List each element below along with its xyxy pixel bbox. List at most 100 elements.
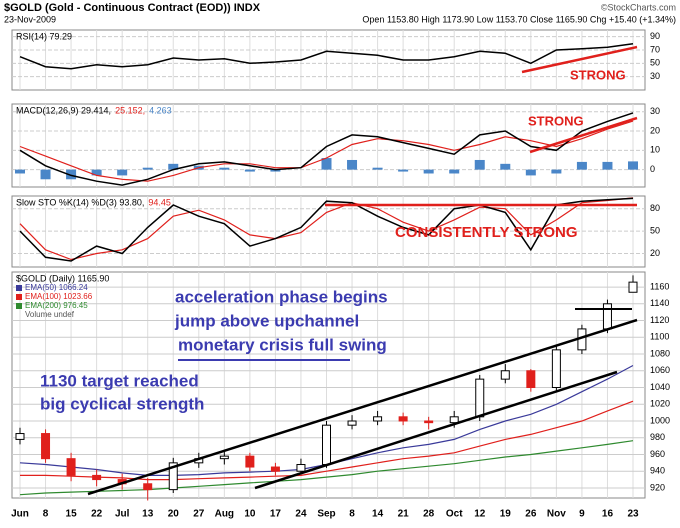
credit: ©StockCharts.com <box>601 2 676 12</box>
x-tick-label: Jul <box>115 509 130 520</box>
y-tick-label: 80 <box>650 203 660 213</box>
upchannel-bottom <box>254 370 618 490</box>
histogram-bar <box>142 167 153 170</box>
rsi-trend <box>521 45 638 74</box>
y-tick-label: 960 <box>650 449 665 459</box>
candle-body <box>551 349 561 389</box>
histogram-bar <box>602 161 613 170</box>
x-tick-label: 16 <box>602 509 614 520</box>
x-tick-label: 10 <box>244 509 256 520</box>
histogram-bar <box>66 169 77 180</box>
x-tick-label: 24 <box>295 509 307 520</box>
legend-label: EMA(50) 1066.24 <box>25 283 88 292</box>
y-tick-label: 920 <box>650 482 665 492</box>
y-tick-label: 70 <box>650 44 660 54</box>
histogram-bar <box>219 167 230 170</box>
legend-label: $GOLD (Daily) 1165.90 <box>16 273 109 283</box>
candle-body <box>373 416 383 422</box>
y-tick-label: 30 <box>650 71 660 81</box>
y-tick-label: 0 <box>650 164 655 174</box>
y-tick-label: 20 <box>650 248 660 258</box>
legend-swatch <box>16 294 22 300</box>
histogram-bar <box>15 169 25 174</box>
x-tick-label: Oct <box>446 509 463 520</box>
y-tick-label: 10 <box>650 145 660 155</box>
candle-body <box>398 416 408 422</box>
candle-body <box>602 303 612 330</box>
candle-body <box>219 455 229 460</box>
legend-label: Volume undef <box>25 310 75 319</box>
x-tick-label: Jun <box>11 509 29 520</box>
x-tick-label: 19 <box>500 509 512 520</box>
chart-title: $GOLD (Gold - Continuous Contract (EOD))… <box>4 2 261 14</box>
annotation: 1130 target reached <box>40 371 199 390</box>
candle-body <box>245 455 255 468</box>
histogram-bar <box>449 169 460 174</box>
y-tick-label: 30 <box>650 106 660 116</box>
candle-body <box>143 483 153 491</box>
annotation: STRONG <box>528 113 584 128</box>
candle-body <box>500 370 510 380</box>
line <box>19 43 634 70</box>
x-tick-label: 14 <box>372 509 384 520</box>
candle-body <box>168 462 178 491</box>
histogram-bar <box>372 167 383 170</box>
legend-swatch <box>16 285 22 291</box>
y-tick-label: 1140 <box>650 298 669 308</box>
histogram-bar <box>398 169 409 172</box>
line <box>19 120 634 182</box>
annotation: STRONG <box>570 67 626 82</box>
annotation: acceleration phase begins <box>175 287 388 306</box>
y-tick-label: 1100 <box>650 332 669 342</box>
candle-body <box>66 458 76 476</box>
y-tick-label: 1080 <box>650 348 670 358</box>
x-tick-label: 27 <box>193 509 205 520</box>
x-tick-label: 17 <box>270 509 282 520</box>
annotation: CONSISTENTLY STRONG <box>395 224 578 241</box>
candle-body <box>526 370 536 389</box>
x-tick-label: 22 <box>91 509 103 520</box>
y-tick-label: 20 <box>650 125 660 135</box>
histogram-bar <box>168 163 179 170</box>
histogram-bar <box>91 169 102 176</box>
candle-body <box>296 464 306 472</box>
x-tick-label: Nov <box>547 509 566 520</box>
histogram-bar <box>474 159 485 170</box>
panel <box>11 29 646 91</box>
legend-label: EMA(200) 976.45 <box>25 301 88 310</box>
x-tick-label: Sep <box>317 509 335 520</box>
x-tick-label: 8 <box>43 509 49 520</box>
annotation: jump above upchannel <box>174 311 359 330</box>
histogram-bar <box>628 161 638 170</box>
upchannel-top <box>87 318 638 496</box>
histogram-bar <box>244 169 255 172</box>
quote: Open 1153.80 High 1173.90 Low 1153.70 Cl… <box>362 14 676 24</box>
x-tick-label: 9 <box>579 509 585 520</box>
histogram-bar <box>525 169 536 176</box>
candle-body <box>41 433 51 460</box>
x-tick-label: 28 <box>423 509 435 520</box>
x-tick-label: 15 <box>66 509 78 520</box>
annotation: monetary crisis full swing <box>178 335 387 354</box>
line <box>19 197 634 262</box>
legend-swatch <box>16 303 22 309</box>
x-tick-label: 20 <box>168 509 180 520</box>
y-tick-label: 1060 <box>650 365 670 375</box>
y-tick-label: 50 <box>650 226 660 236</box>
x-tick-label: 26 <box>525 509 537 520</box>
histogram-bar <box>321 158 332 170</box>
x-tick-label: 21 <box>398 509 410 520</box>
legend-label: EMA(100) 1023.66 <box>25 292 93 301</box>
candle-body <box>424 420 434 424</box>
legend-label: 94.45 <box>148 197 171 207</box>
histogram-bar <box>347 159 358 170</box>
annotation: big cyclical strength <box>40 394 204 413</box>
y-tick-label: 90 <box>650 31 660 41</box>
y-tick-label: 1020 <box>650 399 670 409</box>
legend-label: Slow STO %K(14) %D(3) 93.80, <box>16 197 144 207</box>
y-tick-label: 980 <box>650 432 665 442</box>
date: 23-Nov-2009 <box>4 14 56 24</box>
legend-label: MACD(12,26,9) 29.414, <box>16 105 111 115</box>
x-tick-label: Aug <box>215 509 234 520</box>
x-tick-label: 23 <box>627 509 639 520</box>
